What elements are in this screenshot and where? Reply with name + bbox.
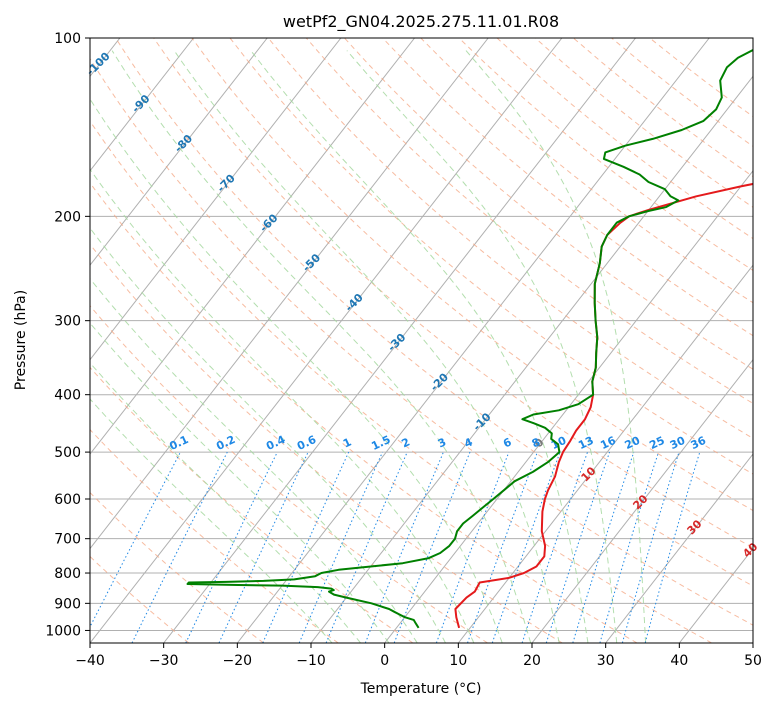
- dry-adiabat-line: [90, 182, 638, 643]
- moist-adiabat-line: [250, 50, 589, 643]
- mixing-ratio-label: 10: [549, 434, 569, 452]
- y-tick-label: 300: [54, 314, 81, 330]
- moist-adiabat-line: [346, 50, 618, 643]
- mixing-ratio-label: 13: [576, 434, 595, 452]
- y-tick-label: 1000: [45, 623, 81, 639]
- y-tick-label: 700: [54, 532, 81, 548]
- mixing-ratio-line: [325, 451, 408, 643]
- isotherm-line: [236, 38, 710, 643]
- x-tick-label: 0: [380, 653, 389, 669]
- mixing-ratio-line: [467, 451, 538, 643]
- dry-adiabat-line: [90, 243, 563, 643]
- moist-adiabat-line: [90, 277, 418, 643]
- moist-adiabat-line: [90, 322, 390, 643]
- dry-adiabat-line: [229, 38, 753, 475]
- isotherm-line: [90, 38, 415, 455]
- x-tick-label: −20: [223, 653, 253, 669]
- mixing-ratio-label: 20: [623, 434, 643, 452]
- dewpoint-profile-line: [186, 48, 753, 629]
- isotherm-line: [90, 38, 268, 267]
- x-tick-label: −40: [75, 653, 105, 669]
- moist-adiabat-line: [111, 50, 532, 643]
- y-axis-ticks: 100 200 300 400 500 600 700 800 900 1000: [45, 31, 90, 639]
- y-tick-label: 200: [54, 209, 81, 225]
- x-axis-label: Temperature (°C): [360, 681, 482, 697]
- isotherm-line: [163, 38, 636, 643]
- mixing-ratio-line: [491, 451, 561, 643]
- x-tick-label: 40: [670, 653, 688, 669]
- x-tick-label: −10: [296, 653, 326, 669]
- profiles: [186, 48, 753, 629]
- x-axis-ticks: −40 −30 −20 −10 0 10 20 30 40 50: [75, 643, 762, 669]
- mixing-ratio-line: [364, 451, 444, 643]
- dry-adiabat-line: [90, 304, 488, 643]
- mixing-ratio-line: [621, 451, 680, 643]
- moist-adiabat-line: [173, 50, 560, 643]
- isotherm-line: [384, 169, 753, 643]
- dry-adiabat-line: [344, 38, 753, 370]
- moist-adiabat-line: [465, 50, 647, 643]
- mixing-ratio-line: [435, 451, 510, 643]
- dry-adiabat-line: [90, 428, 339, 643]
- moist-adiabat-line: [90, 362, 361, 643]
- mixing-ratio-label: 30: [668, 434, 688, 452]
- x-tick-label: −30: [149, 653, 179, 669]
- isotherm-line: [457, 264, 753, 643]
- plot-area: [90, 38, 753, 643]
- dry-adiabat-line: [115, 38, 753, 587]
- x-tick-label: 10: [449, 653, 467, 669]
- mixing-ratio-line: [572, 451, 635, 643]
- y-tick-label: 800: [54, 566, 81, 582]
- dry-adiabat-line: [90, 57, 753, 626]
- moist-adiabat-line: [90, 227, 446, 643]
- isotherm-line: [531, 358, 753, 643]
- dry-adiabat-line: [90, 120, 712, 643]
- mixing-ratio-label: 25: [647, 434, 666, 452]
- background-lines: [90, 38, 753, 643]
- dry-adiabat-line: [305, 38, 753, 404]
- x-tick-label: 20: [523, 653, 541, 669]
- isotherm-line: [90, 38, 194, 172]
- mixing-ratio-line: [262, 451, 350, 643]
- mixing-ratio-label: 36: [689, 434, 709, 452]
- y-tick-label: 900: [54, 596, 81, 612]
- isotherm-line: [605, 453, 753, 643]
- moist-adiabat-line: [90, 98, 503, 643]
- moist-adiabat-line: [90, 168, 475, 643]
- dry-adiabat-line: [420, 38, 753, 304]
- y-tick-label: 500: [54, 445, 81, 461]
- mixing-ratio-label: 16: [598, 434, 618, 452]
- isotherm-line: [90, 38, 489, 550]
- y-tick-label: 600: [54, 492, 81, 508]
- x-tick-label: 30: [597, 653, 615, 669]
- mixing-ratio-line: [298, 451, 383, 643]
- isotherm-line: [90, 38, 563, 643]
- mixing-ratio-line: [644, 451, 701, 643]
- mixing-ratio-line: [545, 451, 611, 643]
- dry-adiabat-line: [191, 38, 753, 512]
- dry-adiabat-line: [90, 555, 190, 643]
- x-tick-label: 50: [744, 653, 762, 669]
- mixing-ratio-line: [131, 451, 228, 643]
- plot-frame: [89, 37, 754, 644]
- y-tick-label: 100: [54, 31, 81, 47]
- isotherm-line: [310, 75, 753, 643]
- mixing-ratio-line: [599, 451, 659, 643]
- chart-title: wetPf2_GN04.2025.275.11.01.R08: [283, 12, 559, 32]
- mixing-ratio-line: [393, 451, 471, 643]
- mixing-ratio-line: [521, 451, 588, 643]
- y-tick-label: 400: [54, 388, 81, 404]
- y-axis-label: Pressure (hPa): [13, 290, 29, 390]
